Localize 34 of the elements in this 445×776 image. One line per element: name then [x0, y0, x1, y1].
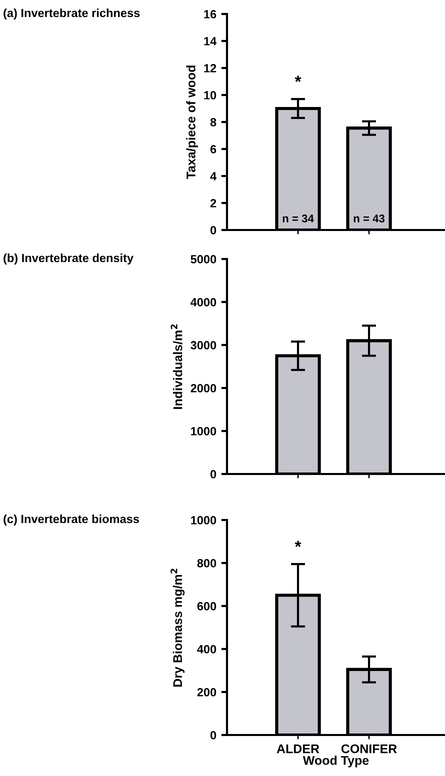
y-tick-label: 12: [204, 64, 216, 72]
text: (c) Invertebrate biomass: [4, 514, 139, 526]
y-tick-label: 200: [197, 688, 216, 696]
y-tick-label: 2: [210, 199, 216, 208]
y-tick-label: 16: [204, 10, 216, 18]
y-tick-label: 2000: [190, 384, 216, 392]
y-tick-label: 14: [204, 37, 217, 46]
y-tick-label: 1000: [191, 427, 216, 436]
x-axis-title: Wood Type: [302, 756, 369, 768]
y-tick-label: 6: [210, 145, 216, 154]
x-tick-label: CONIFER: [341, 744, 397, 754]
y-tick-label: 800: [197, 559, 216, 568]
y-axis-title: Dry Biomass mg/m$^{2}$: [170, 568, 185, 687]
y-tick-label: 400: [197, 645, 216, 654]
x-tick-label: ALDER: [276, 744, 320, 754]
y-tick-label: 0: [210, 226, 216, 234]
y-tick-label: 10: [204, 91, 216, 100]
y-tick-label: 600: [197, 602, 216, 610]
text: (a) Invertebrate richness: [4, 8, 140, 20]
annotation: n = 43: [354, 214, 385, 222]
y-tick-label: 5000: [190, 255, 216, 264]
y-tick-label: 8: [210, 118, 216, 126]
y-axis-title: Taxa/piece of wood: [186, 66, 198, 180]
annotation: n = 34: [282, 214, 314, 222]
y-tick-label: 1000: [191, 516, 216, 524]
y-axis-title: Individuals/m$^{2}$: [170, 324, 182, 409]
annotation: *: [294, 76, 302, 82]
y-tick-label: 4: [210, 172, 217, 180]
text: (b) Invertebrate density: [4, 253, 134, 265]
y-tick-label: 0: [210, 470, 216, 478]
y-tick-label: 3000: [190, 341, 216, 350]
y-tick-label: 0: [210, 731, 216, 740]
y-tick-label: 4000: [190, 298, 216, 306]
annotation: *: [294, 540, 302, 548]
